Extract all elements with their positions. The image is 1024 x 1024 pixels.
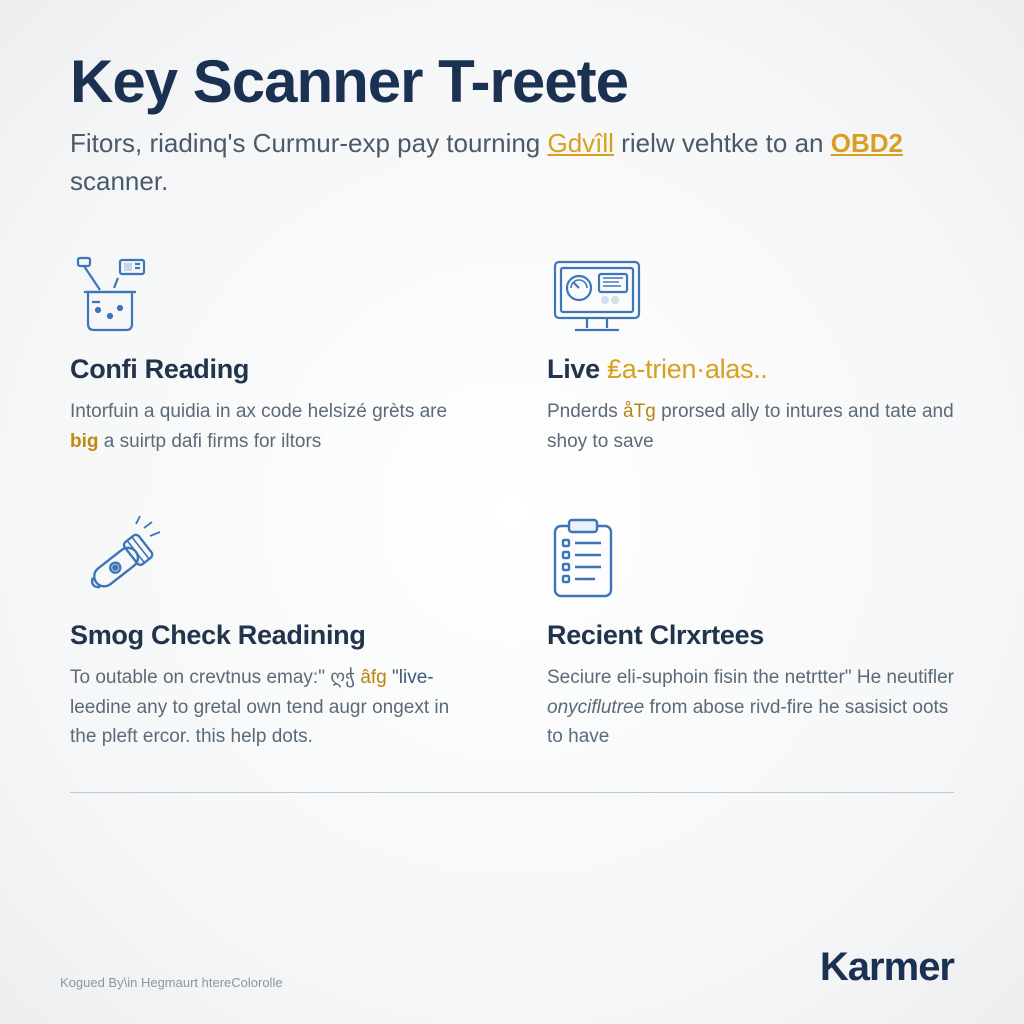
page-title: Key Scanner T-reete — [70, 50, 954, 113]
flashlight-icon — [70, 514, 477, 604]
subtitle-pre: Fitors, riadinq's Curmur-exp pay tournin… — [70, 128, 547, 158]
confi-reading-icon — [70, 248, 477, 338]
feature-title-suffix: ₤a-trien·alas.. — [607, 354, 768, 384]
monitor-icon — [547, 248, 954, 338]
feature-text: Intorfuin a quidia in ax code helsizé gr… — [70, 397, 477, 456]
feature-grid: Confi Reading Intorfuin a quidia in ax c… — [70, 248, 954, 751]
feature-text: To outable on crevtnus emay:" ღჭ âfg "li… — [70, 663, 477, 751]
feature-title: Recient Clrxrtees — [547, 620, 954, 651]
feature-title-plain: Live — [547, 354, 607, 384]
feature-text: Seciure eli-suphoin fisin the netrtter" … — [547, 663, 954, 751]
feature-title: Confi Reading — [70, 354, 477, 385]
feature-live-monitor: Live ₤a-trien·alas.. Pnderds åTg prorsed… — [547, 248, 954, 456]
subtitle-post: scanner. — [70, 166, 168, 196]
brand-logo: Karmer — [820, 945, 954, 990]
subtitle-mid: rielw vehtke to an — [614, 128, 831, 158]
feature-title: Live ₤a-trien·alas.. — [547, 354, 954, 385]
subtitle-accent-2: OBD2 — [831, 128, 903, 158]
footer: Kogued By\in Hegmaurt htereColorolle Kar… — [60, 945, 954, 990]
footer-divider — [70, 792, 954, 793]
subtitle-accent-1: Gdvîll — [547, 128, 613, 158]
clipboard-icon — [547, 514, 954, 604]
feature-title: Smog Check Readining — [70, 620, 477, 651]
feature-smog-check: Smog Check Readining To outable on crevt… — [70, 514, 477, 751]
feature-text: Pnderds åTg prorsed ally to intures and … — [547, 397, 954, 456]
feature-recient: Recient Clrxrtees Seciure eli-suphoin fi… — [547, 514, 954, 751]
footer-credit: Kogued By\in Hegmaurt htereColorolle — [60, 975, 283, 990]
feature-confi-reading: Confi Reading Intorfuin a quidia in ax c… — [70, 248, 477, 456]
page-subtitle: Fitors, riadinq's Curmur-exp pay tournin… — [70, 125, 954, 200]
